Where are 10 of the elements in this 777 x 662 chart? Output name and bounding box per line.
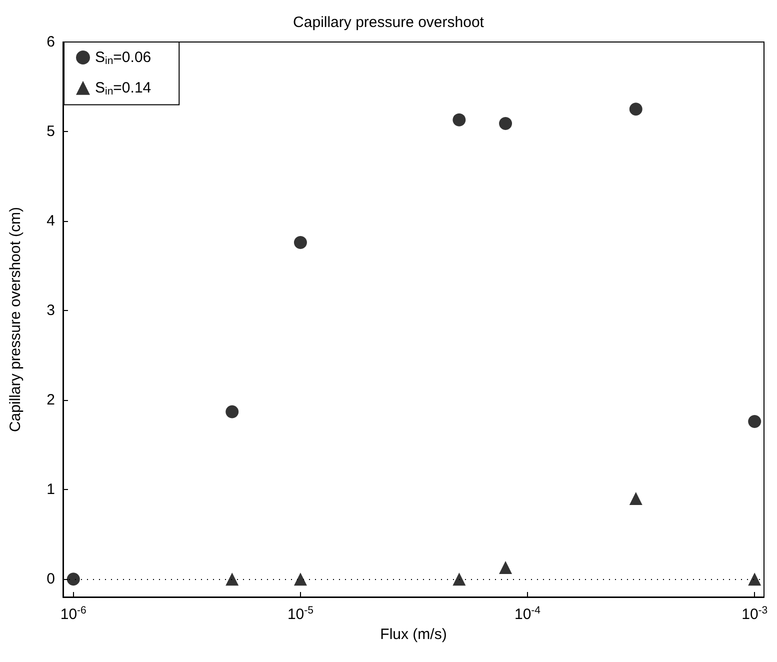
y-tick-label: 3 — [46, 302, 55, 320]
y-tick-label: 6 — [46, 34, 55, 50]
y-tick-label: 2 — [46, 392, 55, 409]
y-tick-label: 5 — [46, 123, 55, 140]
y-tick-label: 0 — [46, 570, 55, 588]
chart-title: Capillary pressure overshoot — [293, 14, 485, 31]
y-axis-title: Capillary pressure overshoot (cm) — [7, 206, 24, 432]
y-tick-label: 4 — [46, 212, 55, 230]
y-tick-label: 1 — [46, 481, 55, 498]
x-axis-title: Flux (m/s) — [380, 626, 447, 643]
